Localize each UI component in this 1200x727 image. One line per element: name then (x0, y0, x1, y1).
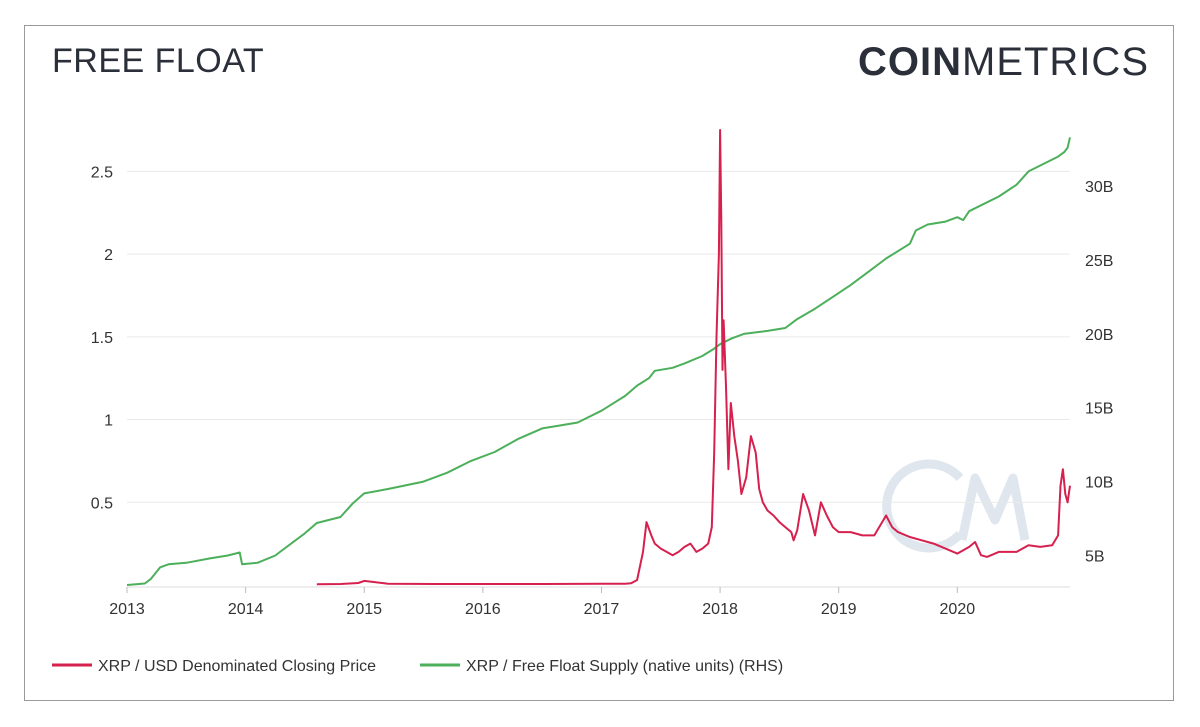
chart-frame: FREE FLOAT COINMETRICS (24, 25, 1174, 701)
x-tick-label: 2015 (346, 601, 382, 618)
x-tick-label: 2016 (465, 601, 501, 618)
logo-light-text: METRICS (962, 40, 1149, 84)
watermark-m-shape (957, 473, 1030, 541)
y-left-ticks: 0.5 1 1.5 2 2.5 (91, 164, 113, 512)
series-lines (126, 129, 1071, 586)
cm-watermark-icon (882, 459, 1030, 553)
coinmetrics-logo: COINMETRICS (858, 40, 1149, 85)
x-axis-ticks: 2013 2014 2015 2016 2017 2018 2019 2020 (109, 587, 975, 618)
y-right-tick-label: 25B (1085, 253, 1113, 270)
chart-title: FREE FLOAT (52, 42, 265, 80)
y-right-tick-label: 15B (1085, 401, 1113, 418)
y-left-tick-label: 2 (104, 247, 113, 264)
x-tick-label: 2017 (584, 601, 620, 618)
x-tick-label: 2019 (821, 601, 857, 618)
y-left-tick-label: 0.5 (91, 495, 113, 512)
gridlines (127, 170, 1070, 588)
y-right-tick-label: 30B (1085, 179, 1113, 196)
y-right-tick-label: 5B (1085, 548, 1105, 565)
logo-bold-text: COIN (858, 40, 962, 84)
y-right-ticks: 5B 10B 15B 20B 25B 30B (1085, 179, 1113, 565)
x-tick-label: 2020 (940, 601, 976, 618)
x-tick-label: 2013 (109, 601, 145, 618)
y-left-tick-label: 1.5 (91, 330, 113, 347)
y-right-tick-label: 10B (1085, 475, 1113, 492)
y-left-tick-label: 1 (104, 413, 113, 430)
x-tick-label: 2014 (228, 601, 264, 618)
watermark-c-shape (882, 459, 964, 553)
legend: XRP / USD Denominated Closing Price XRP /… (52, 658, 783, 675)
price-series-line (316, 129, 1071, 586)
x-tick-label: 2018 (702, 601, 738, 618)
y-right-tick-label: 20B (1085, 327, 1113, 344)
legend-label: XRP / USD Denominated Closing Price (98, 658, 376, 675)
supply-series-line (126, 137, 1071, 586)
y-left-tick-label: 2.5 (91, 164, 113, 181)
legend-label: XRP / Free Float Supply (native units) (… (466, 658, 783, 675)
